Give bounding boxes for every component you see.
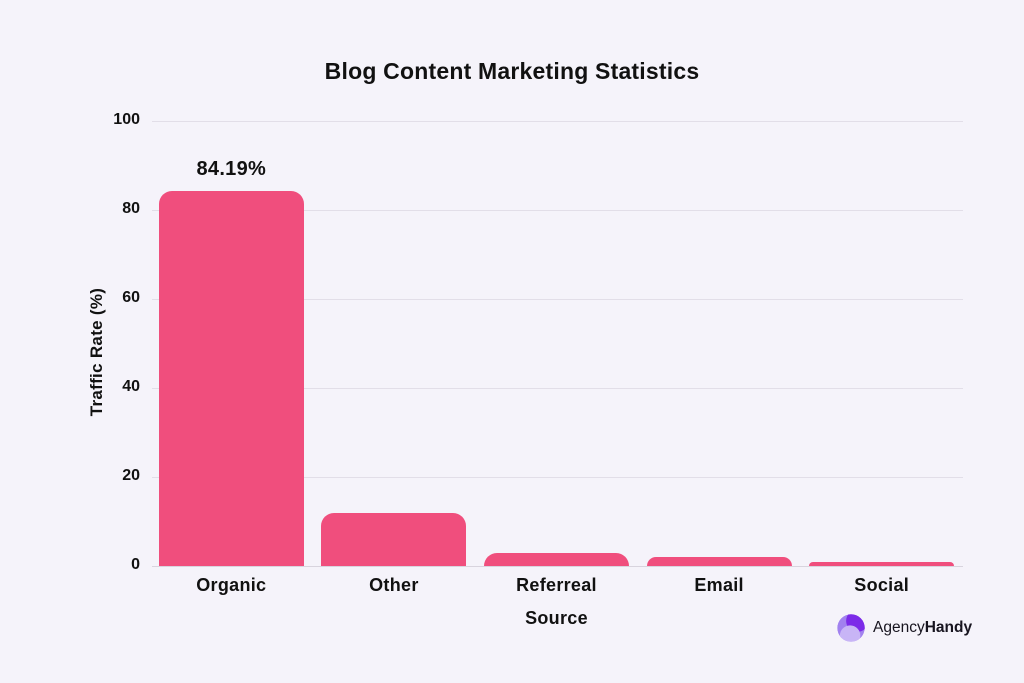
- bar-organic: [158, 191, 304, 566]
- x-label-organic: Organic: [196, 575, 267, 595]
- bar-social: [809, 561, 955, 566]
- gridline-40: [152, 387, 963, 389]
- gridline-20: [152, 476, 963, 478]
- logo-text-regular: Agency: [873, 619, 925, 636]
- gridline-80: [152, 209, 963, 211]
- y-tick-20: 20: [122, 467, 140, 484]
- logo-text: AgencyHandy: [873, 619, 972, 637]
- gridline-60: [152, 298, 963, 300]
- y-tick-40: 40: [122, 378, 140, 395]
- agencyhandy-swirl-icon: [837, 614, 865, 642]
- gridline-100: [152, 120, 963, 122]
- x-label-other: Other: [369, 575, 419, 595]
- plot-area: 84.19%: [150, 120, 963, 567]
- gridline-0: [152, 565, 963, 567]
- y-tick-100: 100: [113, 111, 140, 128]
- bar-other: [321, 512, 467, 566]
- x-axis-title: Source: [525, 608, 588, 628]
- bar-referreal: [484, 552, 629, 566]
- chart-title: Blog Content Marketing Statistics: [324, 58, 700, 84]
- x-label-email: Email: [694, 575, 744, 595]
- x-label-referreal: Referreal: [516, 575, 597, 595]
- bar-email: [646, 557, 792, 566]
- y-tick-80: 80: [122, 200, 140, 217]
- y-axis-title: Traffic Rate (%): [87, 287, 106, 417]
- logo-text-bold: Handy: [924, 619, 973, 636]
- x-label-social: Social: [854, 575, 910, 595]
- bar-value-label-organic: 84.19%: [196, 158, 267, 181]
- y-tick-0: 0: [131, 556, 140, 573]
- agencyhandy-logo: AgencyHandy: [835, 611, 972, 645]
- y-tick-60: 60: [122, 289, 140, 306]
